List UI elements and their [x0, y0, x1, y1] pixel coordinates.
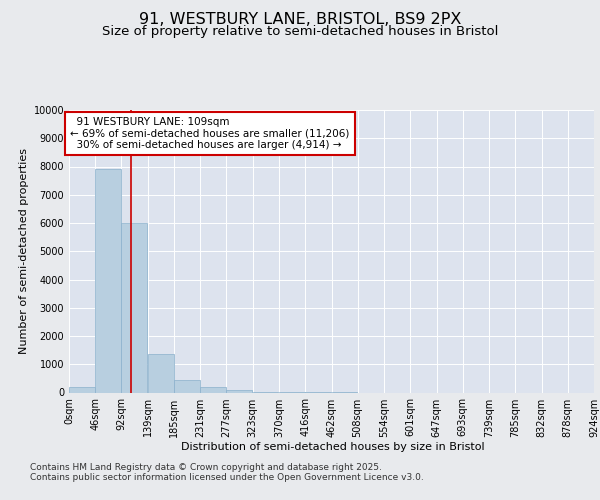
Text: Contains public sector information licensed under the Open Government Licence v3: Contains public sector information licen… — [30, 474, 424, 482]
Bar — [226, 390, 252, 392]
Bar — [95, 170, 121, 392]
Text: Contains HM Land Registry data © Crown copyright and database right 2025.: Contains HM Land Registry data © Crown c… — [30, 464, 382, 472]
Text: Size of property relative to semi-detached houses in Bristol: Size of property relative to semi-detach… — [102, 25, 498, 38]
Bar — [121, 223, 147, 392]
Bar — [174, 380, 200, 392]
Bar — [69, 387, 95, 392]
Bar — [148, 354, 174, 393]
Y-axis label: Number of semi-detached properties: Number of semi-detached properties — [19, 148, 29, 354]
Text: Distribution of semi-detached houses by size in Bristol: Distribution of semi-detached houses by … — [181, 442, 485, 452]
Bar — [200, 387, 226, 392]
Text: 91, WESTBURY LANE, BRISTOL, BS9 2PX: 91, WESTBURY LANE, BRISTOL, BS9 2PX — [139, 12, 461, 28]
Text: 91 WESTBURY LANE: 109sqm
← 69% of semi-detached houses are smaller (11,206)
  30: 91 WESTBURY LANE: 109sqm ← 69% of semi-d… — [70, 117, 350, 150]
